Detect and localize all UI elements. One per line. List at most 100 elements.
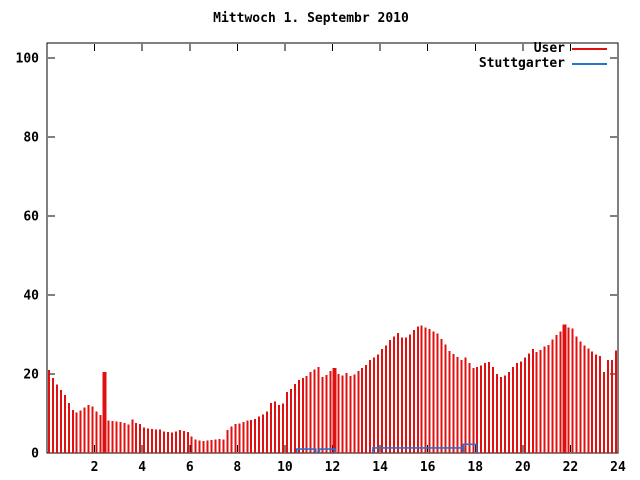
user-bar <box>63 394 66 453</box>
y-tick-label: 20 <box>23 368 39 383</box>
user-bar <box>123 423 126 453</box>
user-bar <box>519 361 522 453</box>
user-bar <box>293 383 296 453</box>
user-bar <box>250 419 253 453</box>
legend-item-stuttgarter: Stuttgarter <box>479 56 607 71</box>
user-bar <box>47 370 50 454</box>
user-bar <box>202 440 205 453</box>
user-bar <box>488 361 491 453</box>
user-bar <box>507 372 510 453</box>
user-bar <box>361 368 364 453</box>
user-bar <box>476 366 479 453</box>
user-bar <box>147 428 150 453</box>
user-bar <box>377 354 380 454</box>
user-bar <box>373 357 376 453</box>
user-bar <box>281 403 284 453</box>
user-bar <box>404 337 407 453</box>
y-tick-label: 80 <box>23 131 39 146</box>
user-bar <box>400 337 403 453</box>
user-bar <box>159 429 162 453</box>
user-bar <box>317 366 320 453</box>
user-bar <box>385 345 388 453</box>
x-tick-label: 24 <box>610 460 626 475</box>
user-bar <box>523 357 526 453</box>
user-bar <box>258 416 261 453</box>
user-bar <box>472 368 475 453</box>
user-bar <box>325 374 328 453</box>
user-bar <box>436 333 439 453</box>
user-bar <box>575 336 578 453</box>
user-bar <box>111 421 114 453</box>
user-bar <box>389 340 391 453</box>
user-bar <box>51 377 54 453</box>
user-bar <box>246 420 249 453</box>
user-bar <box>492 366 495 453</box>
x-tick-label: 6 <box>186 460 194 475</box>
user-bar <box>285 391 288 453</box>
user-bar <box>242 422 245 453</box>
user-bar <box>357 370 360 453</box>
x-tick-label: 4 <box>138 460 146 475</box>
user-bar <box>527 353 530 453</box>
user-bar <box>468 362 471 453</box>
user-bar <box>206 440 209 453</box>
user-bar <box>186 432 189 453</box>
user-bar <box>127 424 130 453</box>
user-bar <box>119 422 122 453</box>
user-bar <box>218 439 221 453</box>
user-bar <box>143 427 146 453</box>
user-bar <box>226 430 229 453</box>
y-tick-label: 0 <box>31 447 39 462</box>
user-bar <box>349 376 352 453</box>
user-bar <box>559 331 562 453</box>
user-bar <box>381 349 384 453</box>
user-bar <box>353 374 356 453</box>
user-bar <box>511 366 514 453</box>
user-bar <box>369 360 372 453</box>
user-bar <box>531 349 534 453</box>
user-bar <box>365 364 368 453</box>
user-bar <box>444 344 447 453</box>
user-bar <box>151 428 154 453</box>
legend-line-sample-stuttgarter <box>572 62 607 65</box>
y-tick-label: 40 <box>23 289 39 304</box>
user-bar <box>484 362 487 453</box>
user-bar <box>321 377 324 453</box>
user-bar <box>198 440 201 453</box>
user-bar <box>139 424 142 453</box>
legend-label-user: User <box>533 41 565 56</box>
user-bar <box>190 436 193 453</box>
legend-item-user: User <box>534 41 607 56</box>
user-bar <box>440 339 443 453</box>
user-bar <box>254 419 257 453</box>
user-bar <box>452 353 455 453</box>
user-bar <box>67 403 70 453</box>
series-user-bars <box>47 324 618 454</box>
user-bar <box>416 326 419 453</box>
user-bar <box>607 360 610 453</box>
user-bar <box>87 404 90 453</box>
user-bar <box>603 372 606 453</box>
user-bar <box>99 415 102 453</box>
legend-line-sample-user <box>572 47 607 50</box>
user-bar <box>503 375 506 453</box>
user-bar <box>341 375 344 453</box>
user-bar <box>214 439 217 453</box>
user-bar <box>305 376 308 453</box>
user-bar <box>71 409 74 453</box>
user-bar <box>102 372 107 453</box>
user-bar <box>547 344 550 453</box>
y-tick-label: 100 <box>16 52 40 67</box>
user-bar <box>166 432 169 453</box>
x-tick-label: 22 <box>563 460 579 475</box>
user-bar <box>539 349 542 453</box>
user-bar <box>345 372 348 453</box>
user-bar <box>396 332 399 453</box>
user-bar <box>266 411 269 453</box>
user-bar <box>583 345 586 453</box>
x-tick-label: 2 <box>91 460 99 475</box>
user-bar <box>182 430 185 453</box>
user-bar <box>535 351 538 453</box>
